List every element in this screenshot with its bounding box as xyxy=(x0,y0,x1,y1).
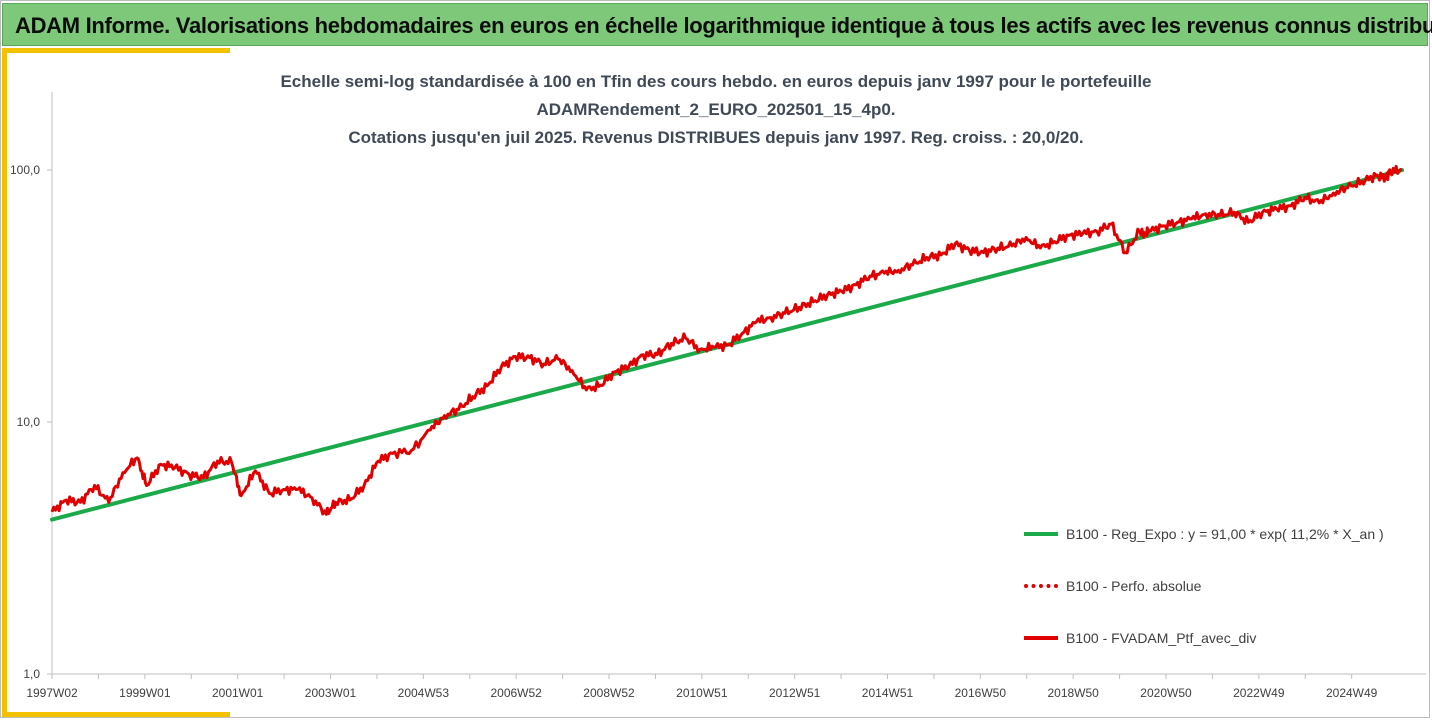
x-tick-label: 2024W49 xyxy=(1326,686,1378,700)
header-banner: ADAM Informe. Valorisations hebdomadaire… xyxy=(2,3,1432,46)
chart-title-line-3: Cotations jusqu'en juil 2025. Revenus DI… xyxy=(348,128,1084,147)
x-tick-label: 2004W53 xyxy=(398,686,450,700)
y-tick-label: 1,0 xyxy=(23,667,40,681)
x-tick-label: 2014W51 xyxy=(862,686,914,700)
chart-axes: 100,0 10,0 1,0 1997W02 1999W01 2001W01 2003W01… xyxy=(10,92,1426,700)
accent-bar-top xyxy=(2,48,230,53)
x-tick-label: 2008W52 xyxy=(583,686,635,700)
accent-bar-bottom xyxy=(2,712,230,717)
legend-swatch-perfo-absolue xyxy=(1024,584,1058,588)
legend-label-regression: B100 - Reg_Expo : y = 91,00 * exp( 11,2%… xyxy=(1066,526,1384,542)
chart-legend: B100 - Reg_Expo : y = 91,00 * exp( 11,2%… xyxy=(1024,508,1424,664)
x-tick-label: 2003W01 xyxy=(305,686,357,700)
legend-label-perfo-absolue: B100 - Perfo. absolue xyxy=(1066,578,1202,594)
x-tick-label: 2006W52 xyxy=(490,686,542,700)
series-line-portfolio xyxy=(50,164,1403,516)
page-title: ADAM Informe. Valorisations hebdomadaire… xyxy=(15,13,1432,38)
x-tick-label: 1999W01 xyxy=(119,686,171,700)
legend-swatch-portfolio xyxy=(1024,636,1058,640)
x-tick-label: 2018W50 xyxy=(1047,686,1099,700)
chart-title-line-1: Echelle semi-log standardisée à 100 en T… xyxy=(280,72,1152,91)
x-tick-label: 2001W01 xyxy=(212,686,264,700)
x-tick-label: 1997W02 xyxy=(26,686,78,700)
y-tick-label: 100,0 xyxy=(10,163,40,177)
chart-series xyxy=(50,164,1404,522)
legend-item-perfo-absolue: B100 - Perfo. absolue xyxy=(1024,560,1424,612)
x-tick-label: 2012W51 xyxy=(769,686,821,700)
legend-swatch-regression xyxy=(1024,532,1058,536)
chart-title: Echelle semi-log standardisée à 100 en T… xyxy=(0,68,1432,152)
legend-item-regression: B100 - Reg_Expo : y = 91,00 * exp( 11,2%… xyxy=(1024,508,1424,560)
legend-label-portfolio: B100 - FVADAM_Ptf_avec_div xyxy=(1066,630,1257,646)
x-tick-label: 2016W50 xyxy=(955,686,1007,700)
accent-bar-left xyxy=(2,48,7,716)
x-tick-label: 2022W49 xyxy=(1233,686,1285,700)
y-tick-label: 10,0 xyxy=(17,415,41,429)
chart-title-line-2: ADAMRendement_2_EURO_202501_15_4p0. xyxy=(536,100,896,119)
legend-item-portfolio: B100 - FVADAM_Ptf_avec_div xyxy=(1024,612,1424,664)
x-tick-label: 2020W50 xyxy=(1140,686,1192,700)
x-tick-label: 2010W51 xyxy=(676,686,728,700)
